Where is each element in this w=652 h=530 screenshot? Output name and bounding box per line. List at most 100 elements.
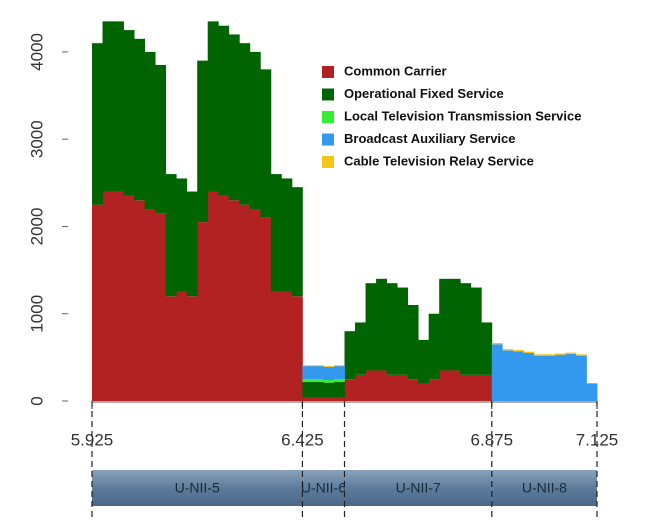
- bar-segment: [207, 191, 219, 401]
- band-label: U-NII-6: [301, 480, 346, 496]
- bar-segment: [113, 191, 124, 401]
- bar-segment: [323, 397, 335, 401]
- bar-segment: [312, 365, 324, 367]
- bar-segment: [481, 374, 493, 401]
- bar-segment: [428, 313, 440, 380]
- bar-segment: [333, 397, 345, 401]
- bar-segment: [281, 291, 293, 401]
- bar-segment: [333, 365, 345, 367]
- bar-segment: [207, 21, 219, 192]
- bar-segment: [270, 291, 282, 401]
- bar-segment: [333, 379, 345, 382]
- legend-swatch: [322, 156, 334, 168]
- bar-segment: [449, 370, 461, 401]
- bar-segment: [249, 51, 261, 210]
- bar-segment: [123, 195, 135, 401]
- band-label: U-NII-7: [396, 480, 441, 496]
- bar-segment: [218, 25, 230, 196]
- bar-segment: [544, 354, 556, 356]
- bar-segment: [239, 43, 251, 205]
- bar-segment: [134, 38, 146, 201]
- bar-segment: [523, 351, 535, 353]
- bar-segment: [575, 355, 587, 401]
- bar-segment: [575, 354, 587, 356]
- bar-segment: [344, 331, 356, 380]
- bar-segment: [302, 366, 314, 380]
- bar-segment: [523, 353, 535, 401]
- legend-swatch: [322, 111, 334, 123]
- bar-segment: [270, 174, 282, 292]
- bar-segment: [302, 381, 314, 398]
- bar-segment: [155, 65, 167, 214]
- bar-segment: [176, 178, 188, 292]
- bar-segment: [544, 355, 556, 401]
- band-region: [344, 470, 492, 506]
- bar-segment: [239, 204, 251, 401]
- bar-segment: [155, 213, 167, 401]
- bar-segment: [470, 287, 482, 375]
- legend-label: Common Carrier: [344, 63, 447, 78]
- bar-segment: [586, 383, 598, 401]
- bar-segment: [144, 209, 156, 401]
- bar-segment: [512, 351, 524, 401]
- bar-segment: [407, 305, 419, 380]
- bar-segment: [197, 222, 209, 401]
- bar-segment: [165, 296, 177, 401]
- bar-segment: [418, 339, 430, 384]
- bar-segment: [418, 383, 430, 401]
- band-label: U-NII-5: [175, 480, 220, 496]
- bar-segment: [113, 21, 124, 192]
- bar-segment: [312, 379, 324, 382]
- bar-segment: [102, 21, 114, 192]
- bar-segment: [165, 174, 177, 297]
- x-tick-label: 5.925: [71, 430, 114, 449]
- bar-segment: [323, 380, 335, 383]
- bar-segment: [439, 278, 451, 371]
- bar-segment: [218, 195, 230, 401]
- legend-swatch: [322, 66, 334, 78]
- bar-segment: [92, 43, 103, 205]
- bar-segment: [323, 382, 335, 398]
- bar-segment: [554, 353, 566, 355]
- y-tick-label: 2000: [27, 208, 46, 246]
- bar-segment: [134, 200, 146, 401]
- bar-segment: [281, 178, 293, 292]
- bar-segment: [376, 370, 387, 401]
- x-tick-label: 6.425: [281, 430, 324, 449]
- bar-segment: [176, 291, 188, 401]
- bar-segment: [449, 278, 461, 371]
- bar-segment: [386, 283, 398, 375]
- bar-segment: [481, 322, 493, 375]
- bar-segment: [323, 366, 335, 381]
- bar-segment: [355, 374, 366, 401]
- x-tick-label: 6.875: [471, 430, 514, 449]
- bar-segment: [144, 51, 156, 210]
- bar-segment: [344, 379, 356, 401]
- bar-segment: [355, 322, 366, 375]
- bar-segment: [502, 350, 514, 401]
- bar-segment: [428, 379, 440, 401]
- bar-segment: [460, 283, 472, 375]
- bar-segment: [260, 217, 272, 401]
- bar-segment: [333, 366, 345, 380]
- bar-segment: [186, 191, 198, 297]
- x-tick-label: 7.125: [576, 430, 619, 449]
- bar-segment: [302, 397, 314, 401]
- bar-segment: [123, 30, 135, 196]
- bar-segment: [197, 60, 209, 223]
- bar-segment: [312, 397, 324, 401]
- y-tick-label: 1000: [27, 295, 46, 333]
- bar-segment: [312, 381, 324, 398]
- bar-segment: [386, 374, 398, 401]
- bar-segment: [460, 374, 472, 401]
- band-region: [491, 470, 597, 506]
- bar-segment: [565, 352, 577, 354]
- bar-segment: [397, 287, 409, 375]
- bar-segment: [533, 354, 545, 356]
- bar-segment: [554, 354, 566, 401]
- legend-swatch: [322, 133, 334, 146]
- bar-segment: [333, 381, 345, 398]
- bar-segment: [491, 342, 503, 345]
- legend-swatch: [322, 88, 334, 101]
